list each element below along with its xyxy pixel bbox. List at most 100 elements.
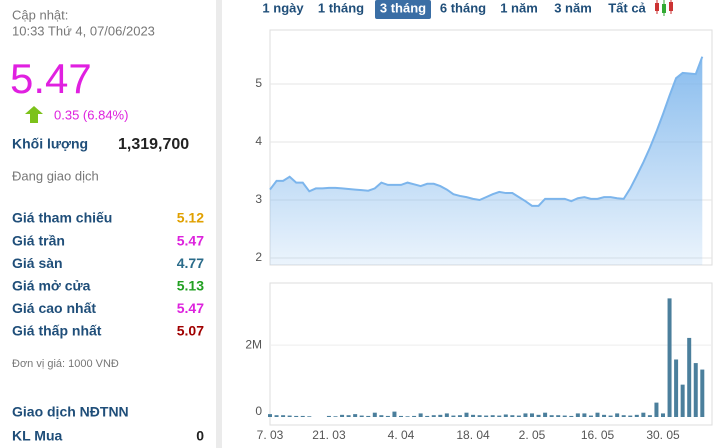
update-label: Cập nhật:	[12, 7, 68, 22]
row-value: 5.47	[177, 300, 204, 316]
volume-bar	[549, 415, 554, 417]
volume-bar	[516, 415, 521, 417]
volume-bar	[503, 414, 508, 417]
volume-bar	[484, 415, 489, 417]
row-value: 5.13	[177, 278, 204, 294]
volume-bar	[385, 415, 390, 417]
up-arrow	[25, 106, 43, 123]
x-tick-label: 21. 03	[312, 428, 346, 442]
tab[interactable]: 1 tháng	[318, 0, 364, 15]
foreign-title: Giao dịch NĐTNN	[12, 404, 129, 420]
x-tick-label: 4. 04	[388, 428, 415, 442]
volume-bar	[333, 416, 338, 417]
y2-tick-label: 2M	[245, 337, 262, 351]
volume-bar	[680, 384, 685, 417]
volume-bar	[628, 415, 633, 417]
volume-bar	[693, 363, 698, 417]
volume-bar	[471, 414, 476, 417]
volume-bar	[687, 337, 692, 417]
volume-bar	[274, 415, 279, 417]
row-label: Giá sàn	[12, 255, 63, 271]
volume-bar	[353, 414, 358, 417]
volume-bar	[490, 415, 495, 417]
price-line	[269, 56, 704, 207]
volume-bar	[346, 415, 351, 417]
volume-bar	[340, 414, 345, 417]
volume-bar	[654, 402, 659, 417]
volume-bar	[392, 411, 397, 417]
volume-bar	[530, 413, 534, 417]
volume-bar	[326, 415, 331, 417]
row-value: 5.47	[177, 232, 204, 248]
volume-bar	[523, 413, 528, 417]
x-tick-label: 2. 05	[519, 428, 546, 442]
row-label: Giá trần	[12, 232, 65, 248]
volume-bar	[575, 413, 580, 417]
tab[interactable]: 1 ngày	[262, 0, 304, 15]
status: Đang giao dịch	[12, 168, 99, 183]
tab[interactable]: 6 tháng	[440, 0, 486, 15]
volume-bar	[418, 413, 423, 417]
change: 0.35 (6.84%)	[54, 107, 128, 122]
x-tick-label: 18. 04	[456, 428, 490, 442]
price-area	[270, 56, 703, 265]
volume-bar	[287, 415, 292, 417]
price: 5.47	[10, 55, 92, 102]
volume-bar	[359, 415, 364, 417]
volume-bar	[464, 412, 469, 417]
y-tick-label: 5	[255, 76, 262, 90]
tab[interactable]: 3 tháng	[380, 0, 426, 15]
volume-bar	[438, 414, 443, 417]
row-label: Giá tham chiếu	[12, 210, 112, 226]
volume-bar	[300, 415, 305, 417]
volume-bar	[543, 412, 548, 417]
volume-bar	[457, 415, 462, 417]
volume-bar	[307, 416, 312, 417]
row-value: 5.07	[177, 323, 204, 339]
volume-bar	[621, 415, 626, 417]
volume-bar	[510, 415, 515, 417]
row-value: 4.77	[177, 255, 204, 271]
divider	[216, 0, 222, 448]
volume-bar	[602, 414, 607, 417]
y2-tick-label: 0	[255, 404, 262, 418]
row-label: KL Mua	[12, 428, 63, 444]
x-tick-label: 16. 05	[581, 428, 615, 442]
volume-bar	[477, 415, 482, 417]
volume-bar	[615, 413, 620, 417]
tab[interactable]: 3 năm	[554, 0, 592, 15]
volume-bar	[431, 415, 436, 417]
volume-bar	[569, 415, 574, 417]
volume-bar	[444, 413, 449, 417]
tab[interactable]: 1 năm	[500, 0, 538, 15]
chart-icon	[655, 0, 673, 16]
volume-bar	[608, 415, 613, 417]
volume-bar	[641, 412, 646, 417]
row-label: Giá cao nhất	[12, 300, 96, 316]
row-label: Giá thấp nhất	[12, 323, 102, 339]
volume-bar	[667, 298, 672, 417]
volume-bar	[562, 415, 567, 417]
volume-bar	[268, 414, 272, 417]
volume-bar	[412, 415, 417, 417]
x-tick-label: 30. 05	[646, 428, 680, 442]
volume-bar	[634, 414, 639, 417]
volume-label: Khối lượng	[12, 136, 88, 152]
tab[interactable]: Tất cả	[608, 0, 646, 15]
y-tick-label: 3	[255, 192, 262, 206]
volume-frame	[269, 282, 713, 426]
volume-bar	[366, 415, 371, 417]
row-label: Giá mở cửa	[12, 278, 91, 294]
volume-bar	[425, 415, 430, 417]
price-table: Giá tham chiếu 5.12 Giá trần 5.47 Giá sàn 4.7…	[12, 210, 204, 339]
volume-bar	[399, 415, 403, 417]
volume-bar	[294, 415, 299, 417]
volume-bar	[497, 415, 502, 417]
volume-bar	[674, 359, 679, 417]
volume-bar	[595, 412, 600, 417]
volume-bar	[647, 415, 652, 417]
volume-bar	[379, 415, 384, 417]
volume-bar	[700, 369, 705, 417]
volume: 1,319,700	[118, 136, 189, 153]
